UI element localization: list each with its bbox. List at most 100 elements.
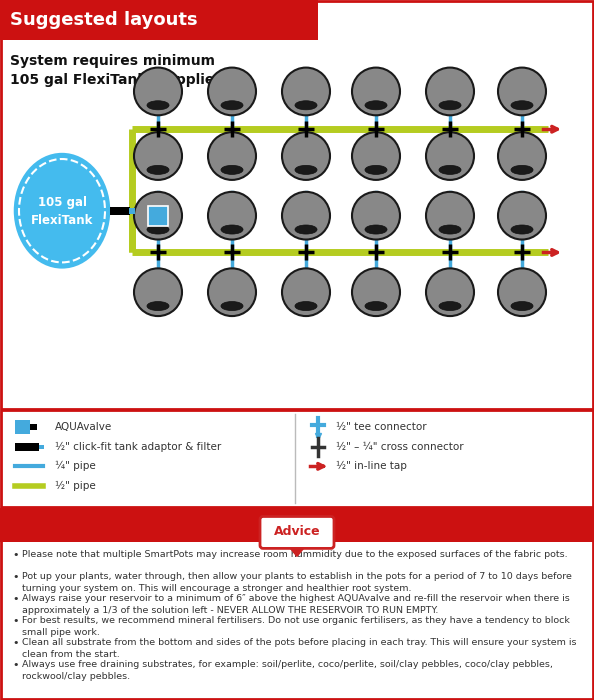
Text: Please note that multiple SmartPots may increase room hummidity due to the expos: Please note that multiple SmartPots may …: [22, 550, 568, 559]
Bar: [110, 206, 130, 215]
Ellipse shape: [293, 94, 319, 106]
Circle shape: [282, 192, 330, 239]
Ellipse shape: [295, 302, 317, 311]
Circle shape: [208, 68, 256, 116]
Circle shape: [426, 268, 474, 316]
Text: Always use free draining substrates, for example: soil/perlite, coco/perlite, so: Always use free draining substrates, for…: [22, 660, 553, 681]
Bar: [0, 508, 594, 542]
Ellipse shape: [509, 159, 535, 172]
Polygon shape: [288, 545, 306, 557]
Ellipse shape: [295, 101, 317, 110]
Bar: [15, 443, 39, 451]
Circle shape: [282, 132, 330, 180]
Text: •: •: [12, 638, 18, 648]
Ellipse shape: [437, 295, 463, 307]
Text: 105 gal: 105 gal: [37, 196, 87, 209]
Ellipse shape: [439, 101, 461, 110]
Ellipse shape: [221, 165, 243, 174]
Circle shape: [498, 132, 546, 180]
Text: Suggested layouts: Suggested layouts: [10, 11, 198, 29]
Circle shape: [498, 68, 546, 116]
Circle shape: [282, 68, 330, 116]
FancyBboxPatch shape: [148, 206, 168, 225]
Circle shape: [134, 68, 182, 116]
Ellipse shape: [219, 159, 245, 172]
Ellipse shape: [145, 94, 171, 106]
Circle shape: [134, 132, 182, 180]
Circle shape: [426, 192, 474, 239]
Text: •: •: [12, 550, 18, 561]
Ellipse shape: [365, 165, 387, 174]
Text: ½" pipe: ½" pipe: [55, 481, 96, 491]
Circle shape: [498, 192, 546, 239]
Ellipse shape: [147, 165, 169, 174]
Ellipse shape: [12, 151, 112, 270]
Text: Advice: Advice: [274, 526, 320, 538]
Text: System requires minimum
105 gal FlexiTank (supplied): System requires minimum 105 gal FlexiTan…: [10, 54, 230, 88]
Ellipse shape: [363, 94, 389, 106]
Circle shape: [426, 68, 474, 116]
Ellipse shape: [147, 101, 169, 110]
Ellipse shape: [509, 295, 535, 307]
FancyBboxPatch shape: [14, 420, 30, 435]
Ellipse shape: [293, 218, 319, 231]
Circle shape: [352, 192, 400, 239]
Circle shape: [134, 192, 182, 239]
Circle shape: [352, 132, 400, 180]
Ellipse shape: [509, 94, 535, 106]
Ellipse shape: [363, 295, 389, 307]
Ellipse shape: [293, 295, 319, 307]
Circle shape: [352, 268, 400, 316]
Text: ½" click-fit tank adaptor & filter: ½" click-fit tank adaptor & filter: [55, 442, 221, 452]
Circle shape: [208, 268, 256, 316]
Circle shape: [282, 268, 330, 316]
Ellipse shape: [365, 101, 387, 110]
Ellipse shape: [221, 225, 243, 234]
Text: FlexiTank: FlexiTank: [31, 214, 93, 228]
Ellipse shape: [511, 225, 533, 234]
Text: ½" in-line tap: ½" in-line tap: [336, 461, 407, 471]
Ellipse shape: [219, 295, 245, 307]
Ellipse shape: [365, 302, 387, 311]
Ellipse shape: [219, 218, 245, 231]
Ellipse shape: [365, 225, 387, 234]
Bar: [39, 444, 44, 449]
Text: For best results, we recommend mineral fertilisers. Do not use organic fertilise: For best results, we recommend mineral f…: [22, 616, 570, 637]
Ellipse shape: [439, 302, 461, 311]
Bar: [0, 0, 318, 40]
Text: Clean all substrate from the bottom and sides of the pots before placing in each: Clean all substrate from the bottom and …: [22, 638, 577, 659]
Circle shape: [498, 268, 546, 316]
Ellipse shape: [363, 159, 389, 172]
Text: •: •: [12, 660, 18, 670]
Ellipse shape: [437, 159, 463, 172]
Ellipse shape: [511, 302, 533, 311]
Text: ¼" pipe: ¼" pipe: [55, 461, 96, 471]
Text: Always raise your reservoir to a minimum of 6″ above the highest AQUAvalve and r: Always raise your reservoir to a minimum…: [22, 594, 570, 615]
Ellipse shape: [145, 159, 171, 172]
Circle shape: [134, 268, 182, 316]
Ellipse shape: [219, 94, 245, 106]
Circle shape: [426, 132, 474, 180]
Ellipse shape: [363, 218, 389, 231]
Ellipse shape: [221, 101, 243, 110]
Ellipse shape: [147, 302, 169, 311]
Text: Pot up your plants, water through, then allow your plants to establish in the po: Pot up your plants, water through, then …: [22, 573, 572, 593]
Ellipse shape: [295, 225, 317, 234]
Ellipse shape: [147, 225, 169, 234]
Bar: [129, 208, 135, 213]
Ellipse shape: [145, 295, 171, 307]
Ellipse shape: [145, 218, 171, 231]
Text: •: •: [12, 616, 18, 626]
Ellipse shape: [511, 101, 533, 110]
Ellipse shape: [511, 165, 533, 174]
Circle shape: [352, 68, 400, 116]
Ellipse shape: [509, 218, 535, 231]
Ellipse shape: [439, 165, 461, 174]
Ellipse shape: [437, 218, 463, 231]
Circle shape: [208, 192, 256, 239]
Text: •: •: [12, 573, 18, 582]
FancyBboxPatch shape: [260, 517, 334, 548]
Text: ½" tee connector: ½" tee connector: [336, 422, 426, 432]
Ellipse shape: [439, 225, 461, 234]
Text: AQUAvalve: AQUAvalve: [55, 422, 112, 432]
